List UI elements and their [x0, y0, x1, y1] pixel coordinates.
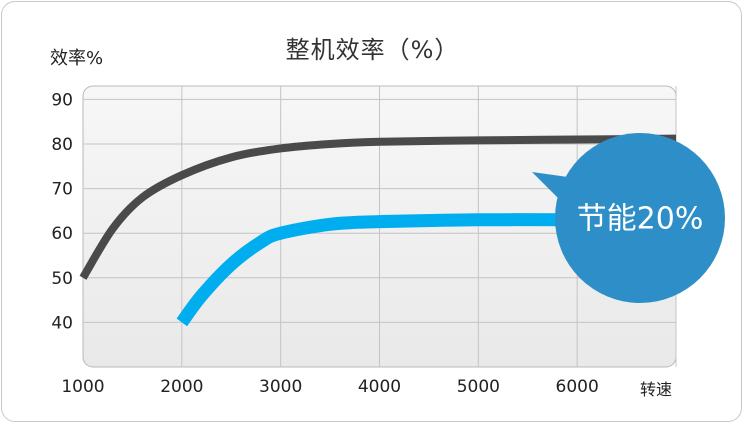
- y-tick-label: 60: [51, 224, 73, 244]
- x-tick-label: 6000: [556, 377, 599, 397]
- x-tick-label: 3000: [259, 377, 302, 397]
- badge-circle: [555, 133, 725, 303]
- series-line-dark: [79, 134, 677, 280]
- series-line-blue: [176, 213, 578, 327]
- chart-title: 整机效率（%）: [285, 36, 460, 64]
- y-tick-label: 70: [51, 180, 73, 200]
- badge-label: 节能20%: [577, 202, 704, 237]
- energy-saving-badge: 节能20%: [532, 133, 725, 303]
- x-tick-label: 5000: [457, 377, 500, 397]
- y-axis-label: 效率%: [50, 48, 104, 69]
- x-tick-label: 2000: [160, 377, 203, 397]
- y-tick-label: 40: [51, 313, 73, 333]
- y-tick-label: 90: [51, 90, 73, 110]
- x-tick-label: 1000: [61, 377, 104, 397]
- y-tick-label: 80: [51, 135, 73, 155]
- y-tick-label: 50: [51, 269, 73, 289]
- x-tick-label: 4000: [358, 377, 401, 397]
- x-axis-label: 转速: [640, 380, 673, 399]
